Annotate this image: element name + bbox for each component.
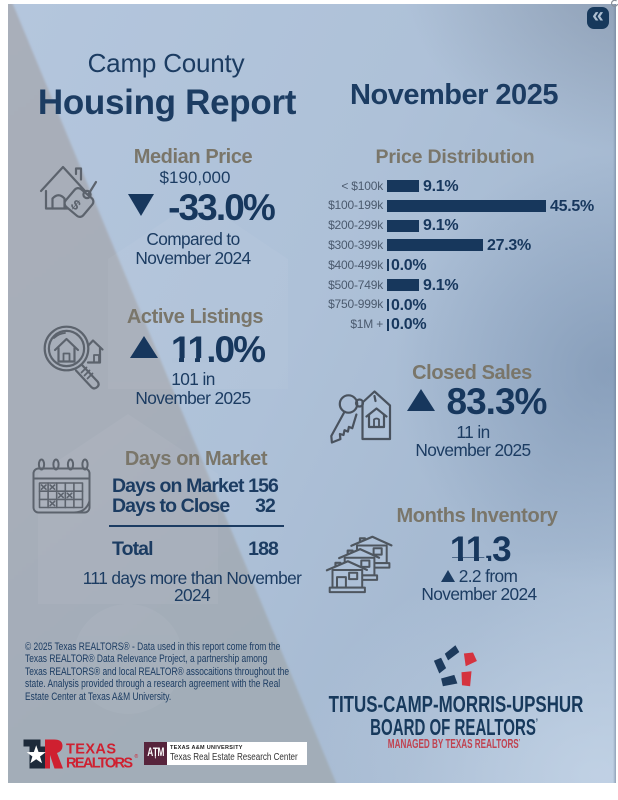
svg-text:TEXAS: TEXAS [66,742,116,758]
svg-text:®: ® [135,753,139,760]
svg-text:REALTORS: REALTORS [66,756,133,772]
